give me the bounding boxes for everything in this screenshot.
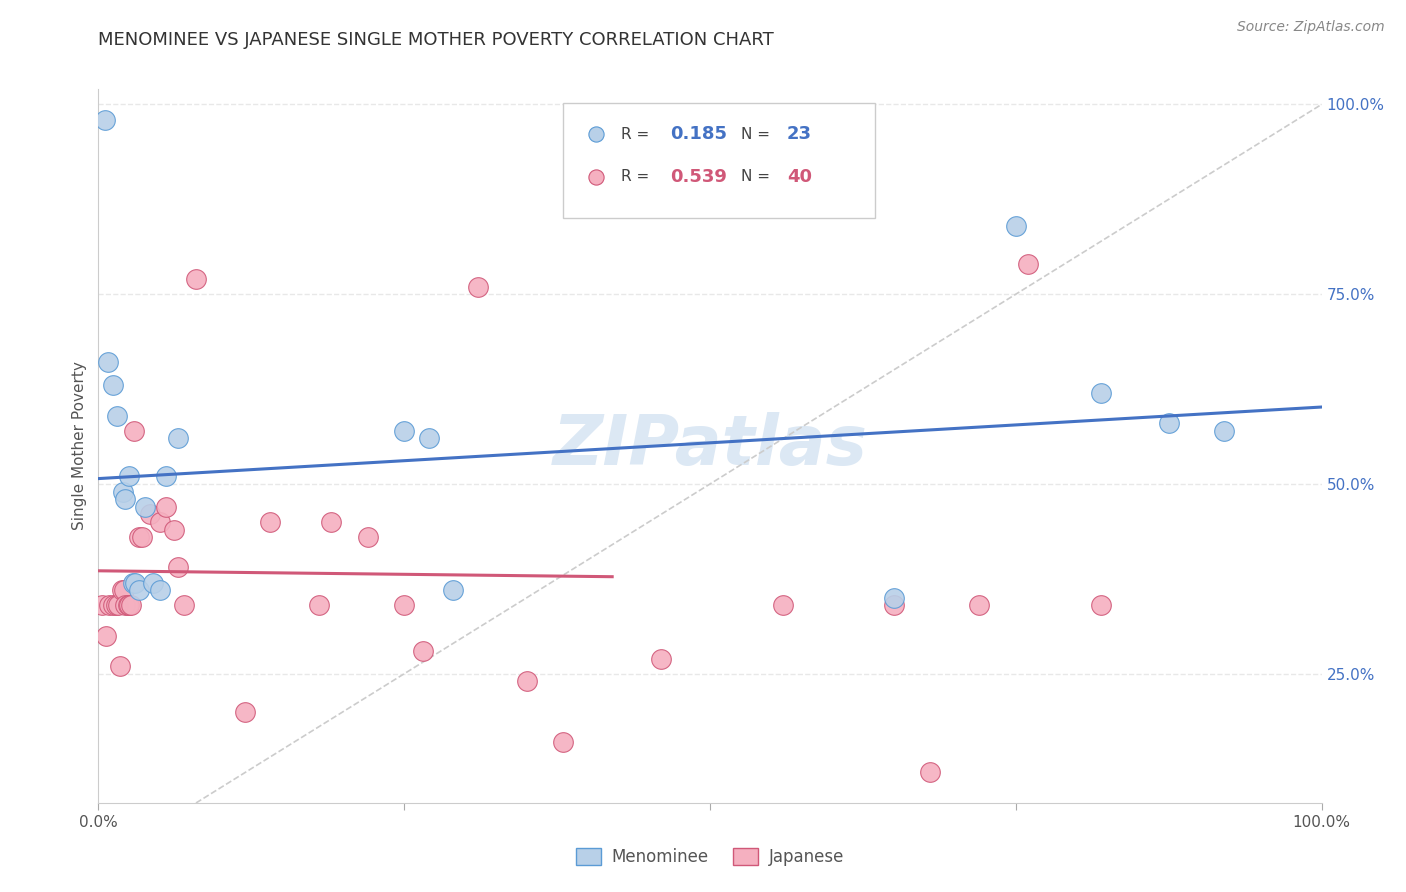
Point (98, 599, 121, 613)
Point (553, 735, 575, 749)
Point (117, 599, 139, 613)
Point (308, 599, 330, 613)
Point (128, 583, 150, 598)
Point (319, 515, 342, 529)
Point (585, 145, 607, 160)
Point (1017, 257, 1039, 271)
Point (118, 599, 141, 613)
Point (107, 599, 129, 613)
Point (94, 629, 117, 643)
Point (155, 500, 177, 514)
Point (392, 424, 416, 438)
FancyBboxPatch shape (564, 103, 875, 218)
Point (122, 424, 145, 438)
Point (128, 530, 150, 544)
Point (412, 644, 434, 658)
Text: ZIPatlas: ZIPatlas (553, 412, 868, 480)
Point (111, 484, 134, 499)
Text: R =: R = (620, 169, 654, 185)
Point (585, 191, 607, 205)
Legend: Menominee, Japanese: Menominee, Japanese (569, 841, 851, 873)
Point (101, 599, 124, 613)
Point (93, 112, 115, 127)
Point (1090, 385, 1112, 400)
Point (883, 599, 905, 613)
Point (515, 674, 537, 689)
Point (259, 515, 281, 529)
Point (155, 469, 177, 483)
Point (967, 599, 990, 613)
Point (167, 560, 190, 574)
Point (111, 583, 134, 598)
Point (173, 599, 195, 613)
Point (467, 279, 489, 293)
Point (392, 599, 416, 613)
Point (650, 651, 672, 665)
Point (149, 515, 172, 529)
Point (356, 530, 378, 544)
Point (97, 355, 120, 369)
Point (186, 272, 208, 286)
Point (114, 599, 136, 613)
Point (91, 599, 114, 613)
Point (104, 599, 127, 613)
Point (105, 409, 128, 423)
Point (418, 431, 440, 445)
Text: 0.185: 0.185 (669, 125, 727, 143)
Point (121, 575, 143, 590)
Point (920, 765, 942, 780)
Point (883, 591, 905, 605)
Text: MENOMINEE VS JAPANESE SINGLE MOTHER POVERTY CORRELATION CHART: MENOMINEE VS JAPANESE SINGLE MOTHER POVE… (98, 31, 775, 49)
Point (101, 378, 124, 392)
Point (163, 523, 186, 537)
Text: N =: N = (741, 127, 775, 142)
Text: R =: R = (620, 127, 654, 142)
Point (112, 583, 135, 598)
Point (1090, 599, 1112, 613)
Point (124, 575, 146, 590)
Point (1157, 416, 1180, 430)
Point (772, 599, 794, 613)
Point (139, 508, 162, 522)
Y-axis label: Single Mother Poverty: Single Mother Poverty (72, 361, 87, 531)
Point (131, 530, 153, 544)
Point (142, 575, 165, 590)
Point (441, 583, 464, 598)
Point (167, 431, 190, 445)
Text: Source: ZipAtlas.com: Source: ZipAtlas.com (1237, 20, 1385, 34)
Point (118, 469, 141, 483)
Point (1212, 424, 1234, 438)
Text: 0.539: 0.539 (669, 168, 727, 186)
Point (114, 492, 136, 507)
Text: N =: N = (741, 169, 775, 185)
Point (149, 583, 172, 598)
Point (233, 705, 256, 719)
Point (1004, 219, 1026, 233)
Point (110, 659, 132, 673)
Text: 23: 23 (787, 125, 813, 143)
Text: 40: 40 (787, 168, 813, 186)
Point (120, 599, 142, 613)
Point (134, 500, 156, 514)
